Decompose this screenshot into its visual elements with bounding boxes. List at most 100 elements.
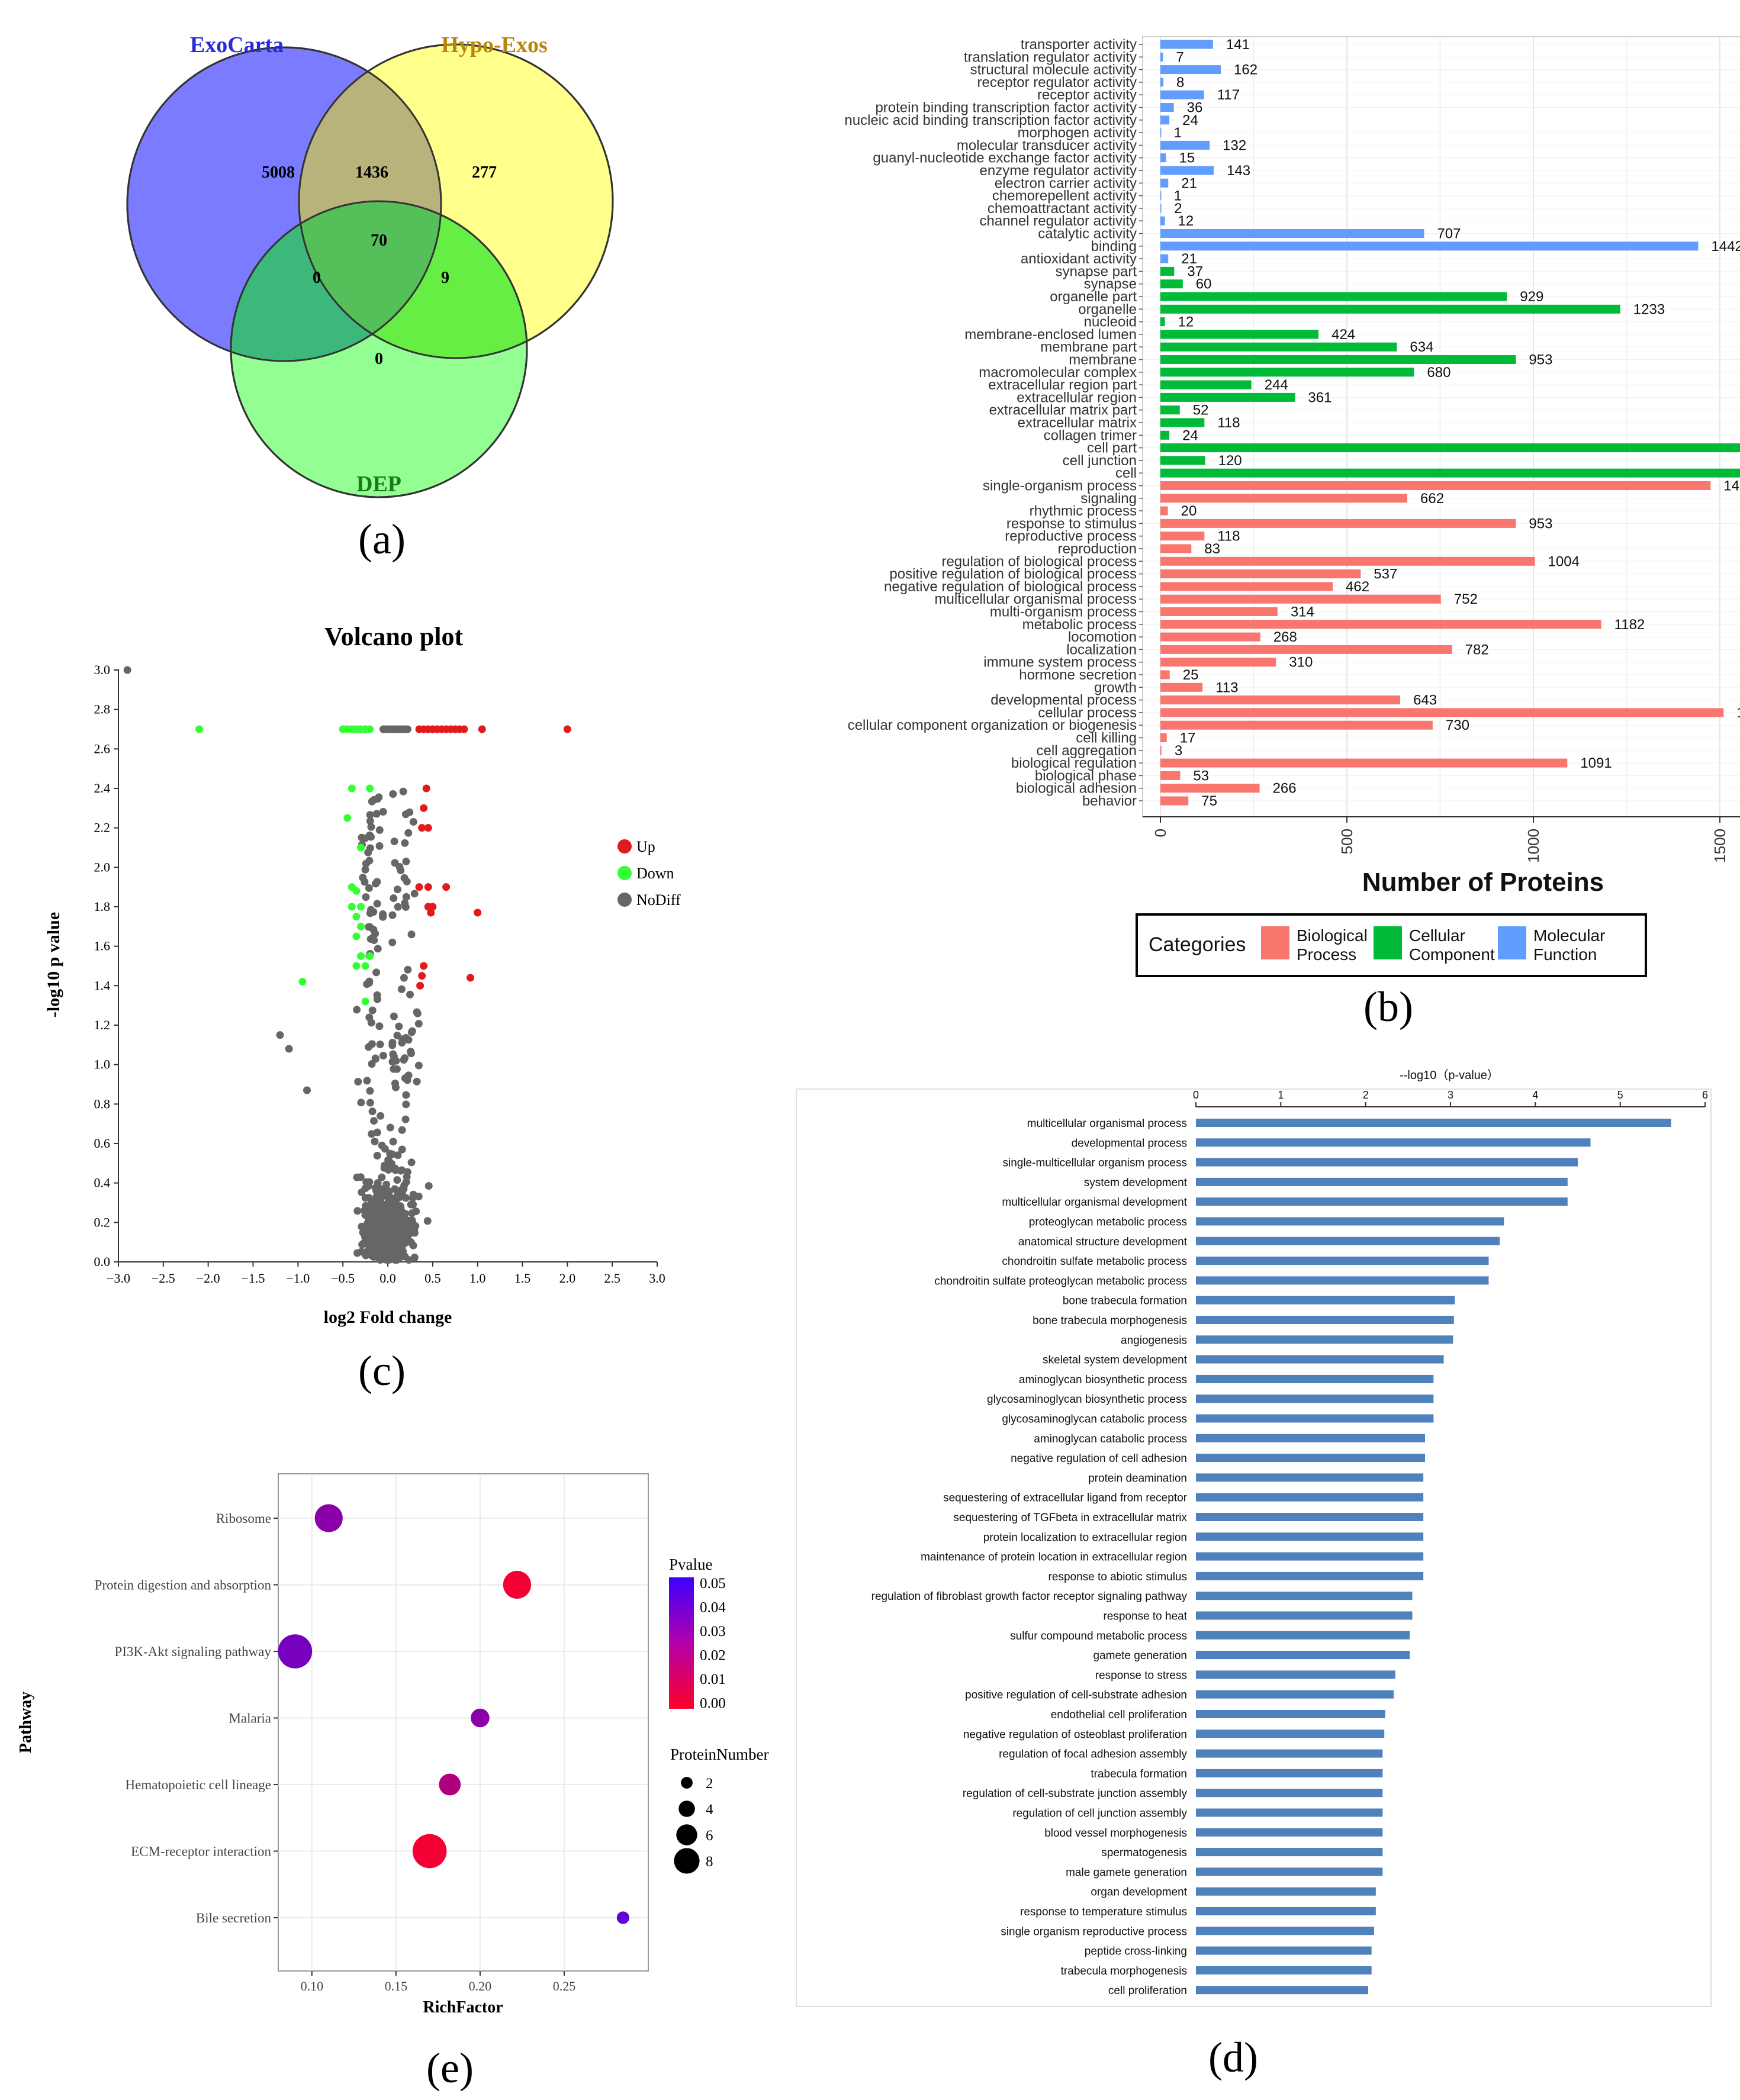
value-label: 120 [1218, 453, 1242, 469]
point-nodiff [402, 858, 410, 866]
bar [1160, 115, 1170, 125]
category-label: extracellular matrix part [989, 402, 1137, 418]
point-nodiff [373, 900, 381, 908]
point-nodiff [384, 1156, 393, 1164]
bar [1160, 166, 1214, 175]
value-label: 634 [1410, 339, 1433, 355]
y-tick-label: 2.6 [94, 741, 111, 756]
value-label: 1182 [1614, 617, 1645, 633]
size-legend-marker [681, 1777, 693, 1789]
point-nodiff [365, 979, 374, 987]
point-nodiff [423, 1217, 432, 1225]
category-label: behavior [1082, 793, 1137, 809]
bar [1196, 1532, 1424, 1541]
category-label: channel regulator activity [980, 213, 1137, 229]
y-tick-label: 1.2 [94, 1017, 111, 1032]
value-label: 424 [1331, 327, 1355, 343]
point-nodiff [364, 1212, 372, 1220]
bar [1160, 632, 1260, 642]
value-label: 52 [1193, 402, 1209, 418]
bar [1196, 1966, 1372, 1975]
point-nodiff [386, 1123, 394, 1132]
bar [1196, 1828, 1383, 1837]
category-label: sulfur compound metabolic process [1010, 1630, 1187, 1642]
point-nodiff [375, 842, 384, 850]
bar [1196, 1789, 1383, 1798]
value-label: 1233 [1633, 301, 1665, 317]
category-label: cell killing [1076, 730, 1137, 746]
color-legend-tick: 0.05 [700, 1576, 726, 1592]
category-label: synapse [1084, 276, 1137, 292]
bar [1160, 355, 1516, 364]
value-label: 132 [1223, 137, 1246, 153]
point-nodiff [374, 945, 382, 953]
point-nodiff [403, 725, 411, 733]
category-label: morphogen activity [1018, 125, 1137, 141]
bar [1196, 1296, 1455, 1305]
value-label: 310 [1289, 655, 1313, 671]
x-tick-label: −1.0 [286, 1271, 310, 1286]
legend-title: Categories [1149, 933, 1246, 956]
point-nodiff [398, 1126, 406, 1134]
venn-region-hypo-dep: 9 [441, 269, 449, 287]
value-label: 83 [1204, 541, 1220, 557]
legend-label: Component [1409, 945, 1495, 964]
point-nodiff [382, 1241, 390, 1249]
point-up [467, 974, 475, 982]
x-axis-title: --log10（p-value） [1400, 1068, 1499, 1082]
value-label: 680 [1427, 365, 1450, 381]
category-label: receptor regulator activity [977, 75, 1137, 91]
bar [1196, 1138, 1591, 1147]
y-axis-title: Pathway [17, 1692, 35, 1753]
legend-label: Molecular [1533, 926, 1605, 945]
category-label: glycosaminoglycan catabolic process [1002, 1413, 1187, 1426]
category-label: antioxidant activity [1021, 251, 1137, 267]
point-nodiff [372, 880, 380, 888]
point-nodiff [357, 1099, 365, 1107]
point-nodiff [387, 1203, 395, 1211]
bar [1160, 594, 1441, 604]
category-label: signaling [1080, 491, 1137, 507]
point-nodiff [406, 990, 414, 999]
category-label: chondroitin sulfate proteoglycan metabol… [934, 1275, 1187, 1287]
point-nodiff [370, 1117, 378, 1125]
category-label: endothelial cell proliferation [1051, 1709, 1187, 1721]
value-label: 113 [1215, 679, 1238, 695]
point-nodiff [400, 874, 409, 882]
bar [1160, 518, 1516, 528]
category-label: aminoglycan catabolic process [1034, 1433, 1187, 1445]
point-nodiff [375, 793, 383, 801]
category-label: reproductive process [1005, 529, 1137, 545]
point-nodiff [404, 965, 412, 974]
point-nodiff [400, 974, 408, 982]
point-nodiff [393, 1212, 401, 1220]
x-tick-label: 1.5 [514, 1271, 531, 1286]
x-tick-label: −2.5 [152, 1271, 175, 1286]
color-legend-tick: 0.04 [700, 1600, 726, 1616]
category-label: regulation of cell-substrate junction as… [963, 1787, 1188, 1800]
point-nodiff [368, 1040, 376, 1048]
point-up [478, 725, 486, 733]
pathway-bubble [471, 1708, 490, 1728]
category-label: reproduction [1058, 541, 1137, 557]
category-label: sequestering of extracellular ligand fro… [943, 1492, 1188, 1505]
category-label: angiogenesis [1121, 1334, 1187, 1347]
point-nodiff [404, 1036, 413, 1044]
bar [1160, 720, 1433, 730]
point-nodiff [395, 1206, 403, 1215]
point-nodiff [371, 1244, 379, 1252]
bar [1160, 556, 1535, 566]
category-label: electron carrier activity [995, 175, 1137, 191]
point-up [563, 725, 571, 733]
point-down [352, 913, 361, 921]
value-label: 118 [1217, 529, 1240, 545]
category-label: organ development [1091, 1886, 1187, 1899]
category-label: single organism reproductive process [1001, 1925, 1187, 1938]
size-legend-label: 4 [706, 1802, 713, 1818]
point-nodiff [375, 826, 384, 834]
x-tick-label: 0.15 [385, 1979, 408, 1993]
bar [1196, 1986, 1368, 1995]
bar [1196, 1316, 1454, 1324]
point-nodiff [403, 1173, 411, 1181]
color-legend-tick: 0.03 [700, 1624, 726, 1640]
